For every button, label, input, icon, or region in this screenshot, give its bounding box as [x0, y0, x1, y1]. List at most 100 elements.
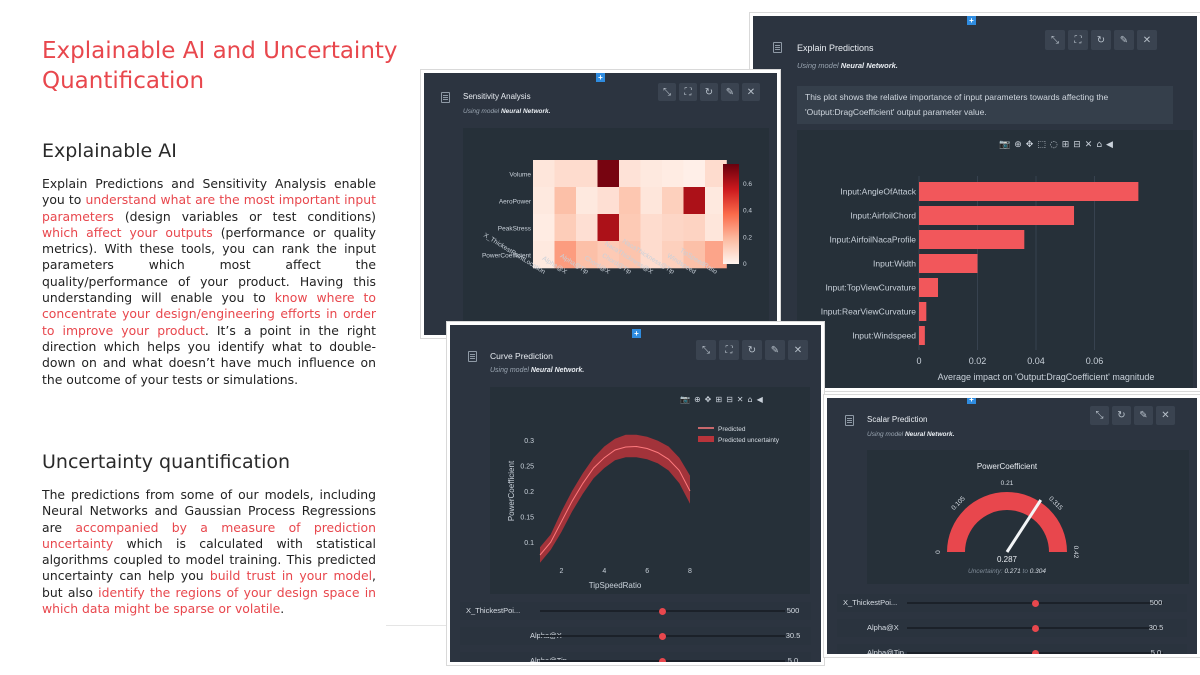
highlight-run: understand what are the most important i… — [42, 192, 376, 224]
bar — [919, 206, 1075, 225]
gauge-tick-label: 0.105 — [950, 495, 967, 512]
home-icon[interactable]: ⌂ — [747, 395, 753, 404]
heatmap-cell — [554, 187, 577, 215]
expand-icon[interactable]: ⛶ — [679, 83, 697, 101]
y-tick-label: 0.1 — [524, 540, 534, 547]
edit-icon[interactable]: ✎ — [765, 340, 785, 360]
zoom-icon[interactable]: ⊕ — [1014, 140, 1022, 150]
plot-modebar: 📷 ⊕ ✥ ⊞ ⊟ ✕ ⌂ ◀ — [680, 395, 763, 404]
autoscale-icon[interactable]: ✕ — [1084, 140, 1093, 150]
camera-icon[interactable]: 📷 — [999, 140, 1011, 150]
pan-icon[interactable]: ✥ — [704, 395, 712, 404]
row-label: Volume — [509, 172, 531, 179]
text-run: Explain Predictions and Sensitivity Anal… — [42, 176, 376, 208]
bar — [919, 230, 1025, 249]
refresh-icon[interactable]: ↻ — [1112, 406, 1131, 425]
slider-handle[interactable] — [1031, 624, 1039, 632]
heatmap-cell — [640, 187, 663, 215]
y-tick-label: Input:TopViewCurvature — [825, 283, 916, 293]
minimize-icon[interactable]: ⤡ — [658, 83, 676, 101]
expand-icon[interactable]: ⛶ — [1068, 30, 1088, 50]
x-tick-label: 6 — [645, 568, 649, 575]
camera-icon[interactable]: 📷 — [680, 395, 690, 404]
zoom-out-icon[interactable]: ⊟ — [1073, 140, 1081, 150]
panel-toolbar: ⤡ ⛶ ↻ ✎ ✕ — [696, 340, 808, 360]
gauge-value: 0.287 — [997, 555, 1018, 564]
add-panel-icon[interactable]: + — [967, 398, 976, 404]
slider-value[interactable]: 500 — [786, 606, 800, 615]
refresh-icon[interactable]: ↻ — [700, 83, 718, 101]
x-axis-title: Average impact on 'Output:DragCoefficien… — [938, 372, 1155, 382]
highlight-run: know where to concentrate your design/en… — [42, 290, 376, 338]
minimize-icon[interactable]: ⤡ — [1090, 406, 1109, 425]
close-icon[interactable]: ✕ — [1137, 30, 1157, 50]
x-tick-label: 0 — [916, 356, 921, 366]
gauge-tick-label: 0.42 — [1072, 546, 1079, 559]
home-icon[interactable]: ⌂ — [1096, 140, 1103, 150]
slider-value[interactable]: 5.0 — [1150, 648, 1162, 657]
minimize-icon[interactable]: ⤡ — [696, 340, 716, 360]
plot-area: 📷 ⊕ ✥ ⊞ ⊟ ✕ ⌂ ◀ 0.1 0.15 0.2 0.25 0.3 2 4 6 8 TipSpeedRa… — [490, 387, 810, 594]
refresh-icon[interactable]: ↻ — [1091, 30, 1111, 50]
edit-icon[interactable]: ✎ — [721, 83, 739, 101]
highlight-run: accompanied by a measure of prediction u… — [42, 519, 376, 551]
edit-icon[interactable]: ✎ — [1114, 30, 1134, 50]
uncertainty-part: to — [1021, 568, 1030, 575]
add-panel-icon[interactable]: + — [967, 16, 976, 25]
plotly-logo-icon[interactable]: ◀ — [756, 395, 763, 404]
plotly-logo-icon[interactable]: ◀ — [1106, 140, 1113, 150]
slider-handle[interactable] — [659, 607, 666, 615]
y-tick-label: Input:AirfoilNacaProfile — [830, 235, 917, 245]
zoom-in-icon[interactable]: ⊞ — [715, 395, 723, 404]
close-icon[interactable]: ✕ — [1156, 406, 1175, 425]
heatmap-cell — [640, 241, 663, 269]
add-panel-icon[interactable]: + — [596, 73, 605, 82]
minimize-icon[interactable]: ⤡ — [1045, 30, 1065, 50]
box-select-icon[interactable]: ⬚ — [1037, 140, 1046, 150]
heatmap-cell — [554, 214, 577, 242]
heatmap-cell — [619, 187, 641, 215]
close-icon[interactable]: ✕ — [742, 83, 760, 101]
explain-predictions-panel: + Explain Predictions Using model Neural… — [750, 13, 1200, 391]
slider-value[interactable]: 500 — [1149, 598, 1163, 607]
slider-handle[interactable] — [1031, 599, 1039, 607]
slider-handle[interactable] — [659, 632, 666, 640]
pan-icon[interactable]: ✥ — [1025, 140, 1034, 150]
slider-value[interactable]: 30.5 — [785, 631, 801, 640]
add-panel-icon[interactable]: + — [632, 329, 641, 338]
close-icon[interactable]: ✕ — [788, 340, 808, 360]
explainable-ai-paragraph: Explain Predictions and Sensitivity Anal… — [42, 176, 376, 388]
curve-prediction-panel: + Curve Prediction Using model Neural Ne… — [447, 322, 824, 665]
autoscale-icon[interactable]: ✕ — [736, 395, 744, 404]
model-name: Neural Network. — [840, 61, 898, 70]
scalar-prediction-panel: + Scalar Prediction Using model Neural N… — [824, 395, 1200, 657]
heatmap-cell — [533, 241, 555, 269]
heatmap-cell — [533, 187, 555, 215]
panel-title: Sensitivity Analysis — [463, 92, 531, 101]
refresh-icon[interactable]: ↻ — [742, 340, 762, 360]
slider-row: Alpha@X30.5 — [460, 627, 811, 645]
sensitivity-heatmap: Volume AeroPower PeakStress PowerCoefficien… — [482, 160, 752, 276]
plot-modebar: 📷 ⊕ ✥ ⬚ ◌ ⊞ ⊟ ✕ ⌂ ◀ — [999, 140, 1113, 150]
slider-value[interactable]: 30.5 — [1148, 623, 1164, 632]
bar — [919, 278, 939, 297]
page-title: Explainable AI and Uncertainty Quantific… — [42, 38, 398, 94]
lasso-icon[interactable]: ◌ — [1049, 140, 1058, 150]
expand-icon[interactable]: ⛶ — [719, 340, 739, 360]
slider-value[interactable]: 5.0 — [787, 656, 799, 665]
heatmap-cell — [662, 187, 684, 215]
model-caption: Using model Neural Network. — [797, 61, 898, 70]
edit-icon[interactable]: ✎ — [1134, 406, 1153, 425]
y-tick-label: Input:Windspeed — [852, 331, 916, 341]
heatmap-cell — [619, 214, 641, 242]
colorbar — [723, 164, 739, 264]
slider-handle[interactable] — [659, 657, 666, 662]
heatmap-cell — [576, 187, 598, 215]
slider-handle[interactable] — [1031, 649, 1039, 654]
heatmap-cell — [683, 187, 706, 215]
zoom-out-icon[interactable]: ⊟ — [726, 395, 733, 404]
y-tick-label: 0.2 — [524, 489, 534, 496]
zoom-in-icon[interactable]: ⊞ — [1061, 140, 1070, 150]
zoom-icon[interactable]: ⊕ — [693, 395, 701, 404]
uncertainty-paragraph: The predictions from some of our models,… — [42, 487, 376, 617]
